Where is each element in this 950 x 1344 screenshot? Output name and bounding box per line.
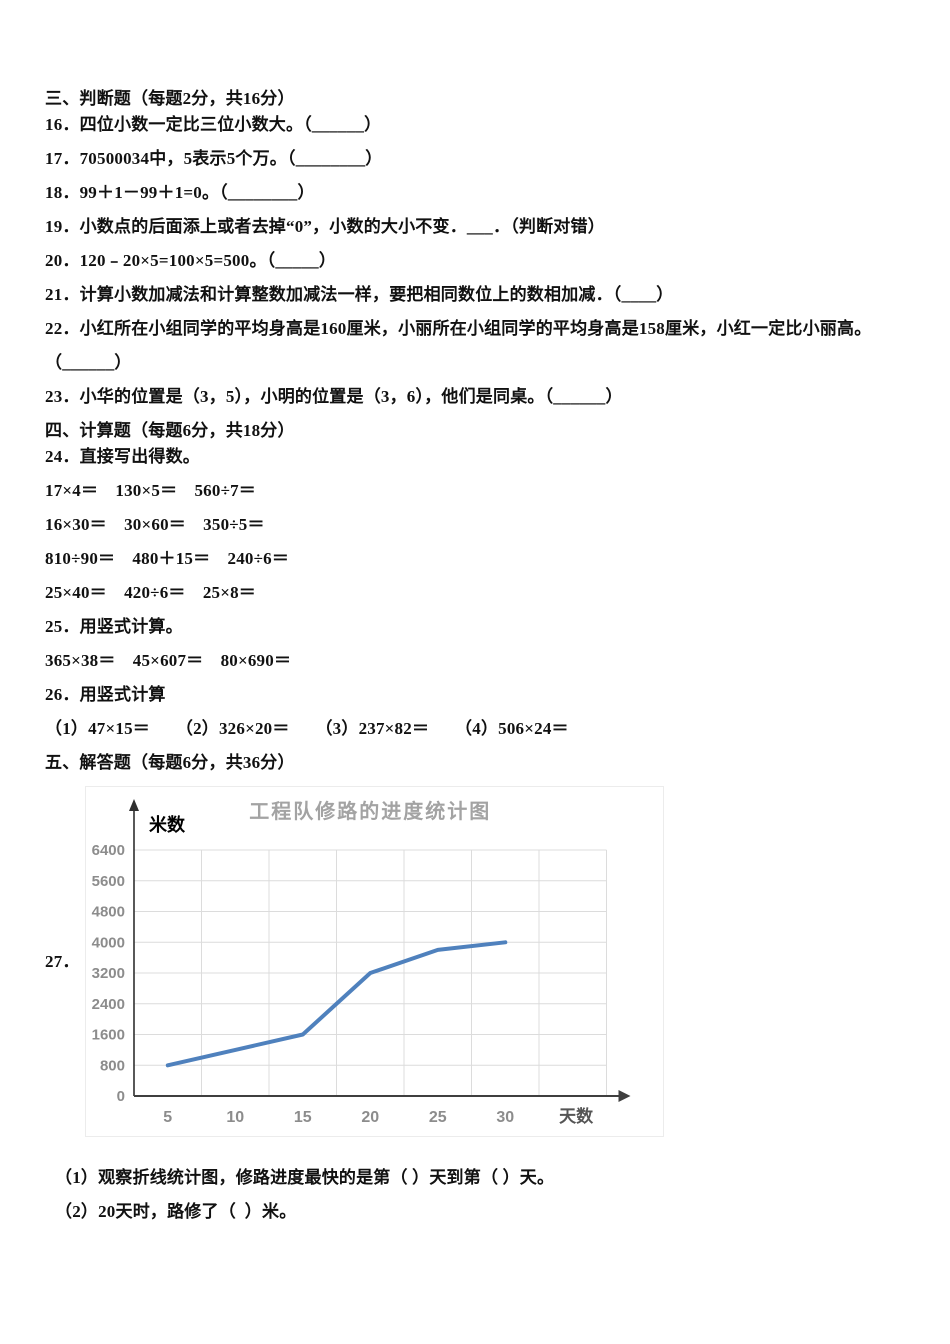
question-27-sub-2: （2）20天时，路修了（ ）米。	[55, 1202, 297, 1221]
question-27: 27． 0 800 1600 2400 3200 4000 4800 5600 6400 5 10 1…	[45, 786, 905, 1137]
svg-text:30: 30	[496, 1109, 514, 1126]
question-23: 23．小华的位置是（3，5），小明的位置是（3，6），他们是同桌。（______…	[45, 387, 623, 406]
question-26-title: 26．用竖式计算	[45, 685, 166, 704]
question-26-row: （1）47×15＝ （2）326×20＝ （3）237×82＝ （4）506×2…	[45, 719, 569, 738]
question-24-row-4: 25×40＝ 420÷6＝ 25×8＝	[45, 583, 257, 602]
question-24-row-2: 16×30＝ 30×60＝ 350÷5＝	[45, 515, 265, 534]
section-judge-header: 三、判断题（每题2分，共16分）	[45, 89, 295, 108]
question-25-row: 365×38＝ 45×607＝ 80×690＝	[45, 651, 292, 670]
question-20: 20．120﹣20×5=100×5=500。（_____）	[45, 251, 337, 270]
svg-text:25: 25	[429, 1109, 447, 1126]
question-18: 18．99＋1－99＋1=0。（________）	[45, 183, 315, 202]
svg-text:天数: 天数	[559, 1106, 594, 1126]
svg-text:5600: 5600	[92, 873, 125, 890]
svg-text:米数: 米数	[149, 814, 186, 835]
chart-container: 0 800 1600 2400 3200 4000 4800 5600 6400 5 10 15 20 2…	[85, 786, 664, 1137]
svg-text:4800: 4800	[92, 904, 125, 921]
svg-text:2400: 2400	[92, 996, 125, 1013]
question-24-title: 24．直接写出得数。	[45, 447, 200, 466]
exam-page: 三、判断题（每题2分，共16分） 16．四位小数一定比三位小数大。（______…	[45, 89, 905, 1221]
section-solve-header: 五、解答题（每题6分，共36分）	[45, 753, 295, 772]
question-21: 21．计算小数加减法和计算整数加减法一样，要把相同数位上的数相加减．（____）	[45, 285, 674, 304]
svg-text:3200: 3200	[92, 965, 125, 982]
svg-text:10: 10	[226, 1109, 244, 1126]
question-17: 17．70500034中，5表示5个万。（________）	[45, 149, 383, 168]
question-16: 16．四位小数一定比三位小数大。（______）	[45, 115, 382, 134]
question-22: 22．小红所在小组同学的平均身高是160厘米，小丽所在小组同学的平均身高是158…	[45, 319, 872, 372]
svg-text:0: 0	[117, 1088, 125, 1105]
progress-line-chart: 0 800 1600 2400 3200 4000 4800 5600 6400 5 10 15 20 2…	[92, 799, 631, 1126]
svg-text:6400: 6400	[92, 842, 125, 859]
svg-text:5: 5	[163, 1109, 172, 1126]
question-24-row-3: 810÷90＝ 480＋15＝ 240÷6＝	[45, 549, 290, 568]
svg-text:4000: 4000	[92, 934, 125, 951]
question-19: 19．小数点的后面添上或者去掉“0”，小数的大小不变．___．（判断对错）	[45, 217, 605, 236]
svg-text:1600: 1600	[92, 1027, 125, 1044]
svg-text:工程队修路的进度统计图: 工程队修路的进度统计图	[249, 799, 491, 823]
question-27-sub-1: （1）观察折线统计图，修路进度最快的是第（ ）天到第（ ）天。	[55, 1168, 555, 1187]
section-calc-header: 四、计算题（每题6分，共18分）	[45, 421, 295, 440]
question-27-label: 27．	[45, 951, 80, 971]
svg-text:15: 15	[294, 1109, 312, 1126]
svg-text:20: 20	[361, 1109, 379, 1126]
question-24-row-1: 17×4＝ 130×5＝ 560÷7＝	[45, 481, 257, 500]
question-25-title: 25．用竖式计算。	[45, 617, 183, 636]
svg-text:800: 800	[100, 1057, 125, 1074]
